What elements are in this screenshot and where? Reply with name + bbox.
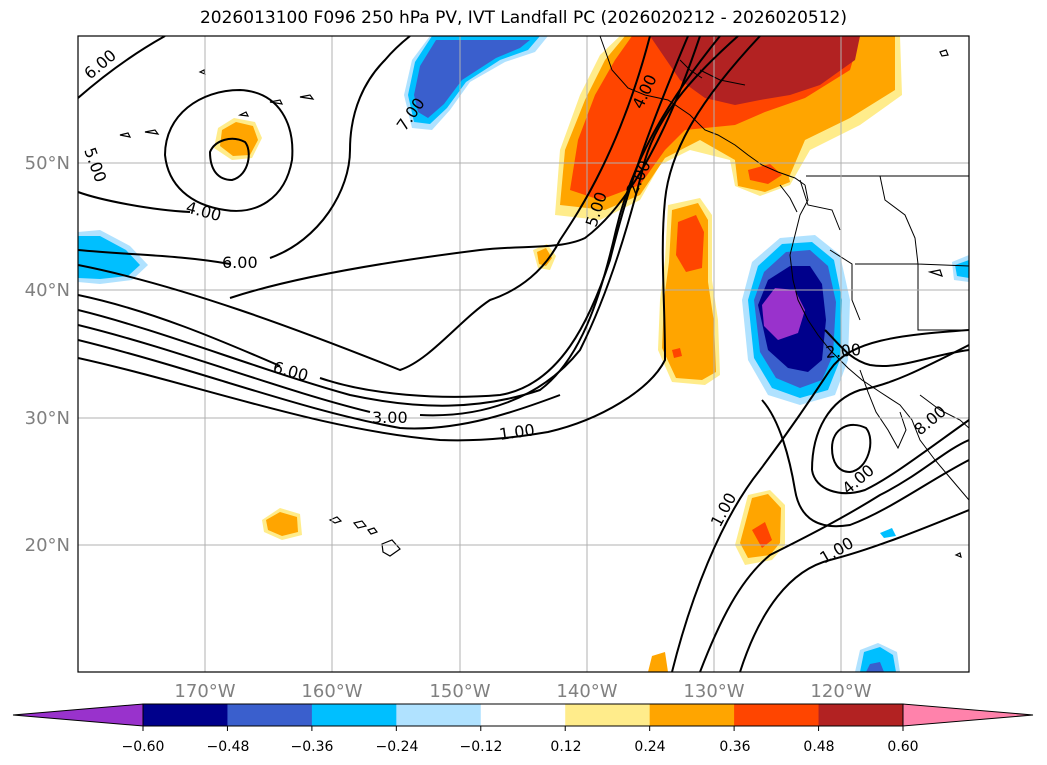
latitude-labels: 50°N 40°N 30°N 20°N bbox=[25, 153, 70, 556]
gridlines bbox=[78, 36, 969, 672]
negative-anomaly-north bbox=[404, 36, 548, 130]
colorbar-segment bbox=[649, 704, 735, 726]
contour-label: 2.00 bbox=[825, 340, 862, 362]
map-frame bbox=[77, 35, 970, 673]
coastlines bbox=[599, 36, 969, 501]
lon-label: 170°W bbox=[174, 681, 235, 702]
colorbar-tick-label: −0.48 bbox=[207, 739, 250, 755]
colorbar-tick-label: 0.36 bbox=[719, 739, 750, 755]
positive-anomaly-subtropical bbox=[735, 490, 785, 565]
colorbar-tick-label: −0.24 bbox=[376, 739, 419, 755]
colorbar-extend-min bbox=[13, 704, 143, 726]
lon-label: 130°W bbox=[683, 681, 744, 702]
colorbar-tick-label: −0.12 bbox=[460, 739, 503, 755]
colorbar-segment bbox=[734, 704, 820, 726]
shaded-fields bbox=[78, 36, 969, 672]
lat-label: 20°N bbox=[25, 535, 70, 556]
lat-label: 50°N bbox=[25, 153, 70, 174]
lat-label: 30°N bbox=[25, 408, 70, 429]
colorbar-segment bbox=[311, 704, 397, 726]
colorbar-tick-label: 0.48 bbox=[803, 739, 834, 755]
lon-label: 150°W bbox=[429, 681, 490, 702]
colorbar-extend-max bbox=[903, 704, 1033, 726]
map-title: 2026013100 F096 250 hPa PV, IVT Landfall… bbox=[199, 8, 847, 28]
lon-label: 140°W bbox=[556, 681, 617, 702]
positive-anomaly-bottom bbox=[648, 652, 668, 672]
colorbar-tick-label: 0.24 bbox=[634, 739, 665, 755]
colorbar-segment bbox=[143, 704, 228, 726]
negative-anomaly-california bbox=[742, 235, 850, 405]
lon-label: 160°W bbox=[301, 681, 362, 702]
colorbar-tick-label: −0.36 bbox=[291, 739, 334, 755]
positive-anomaly-hawaii bbox=[262, 508, 302, 540]
positive-anomaly-offshore bbox=[658, 198, 720, 385]
colorbar-tick-label: −0.60 bbox=[122, 739, 165, 755]
contour-label: 1.00 bbox=[498, 420, 536, 444]
lat-label: 40°N bbox=[25, 280, 70, 301]
colorbar-tick-label: 0.12 bbox=[550, 739, 581, 755]
contour-label: 6.00 bbox=[222, 253, 258, 272]
longitude-labels: 170°W 160°W 150°W 140°W 130°W 120°W bbox=[174, 681, 871, 702]
negative-anomaly-mexico bbox=[855, 528, 900, 672]
contour-label: 3.00 bbox=[372, 408, 408, 427]
positive-anomaly-small bbox=[533, 244, 556, 270]
negative-anomaly-east bbox=[952, 255, 969, 282]
colorbar-tick-label: 0.60 bbox=[887, 739, 918, 755]
islands bbox=[119, 49, 962, 558]
colorbar-segment bbox=[480, 704, 566, 726]
colorbar-segment bbox=[227, 704, 313, 726]
colorbar-segment bbox=[565, 704, 651, 726]
colorbar-segment bbox=[396, 704, 482, 726]
colorbar-segments bbox=[13, 704, 1033, 726]
lon-label: 120°W bbox=[810, 681, 871, 702]
colorbar-segment bbox=[818, 704, 904, 726]
colorbar: −0.60 −0.48 −0.36 −0.24 −0.12 0.12 0.24 … bbox=[12, 703, 1034, 755]
pv-contours bbox=[78, 36, 969, 672]
